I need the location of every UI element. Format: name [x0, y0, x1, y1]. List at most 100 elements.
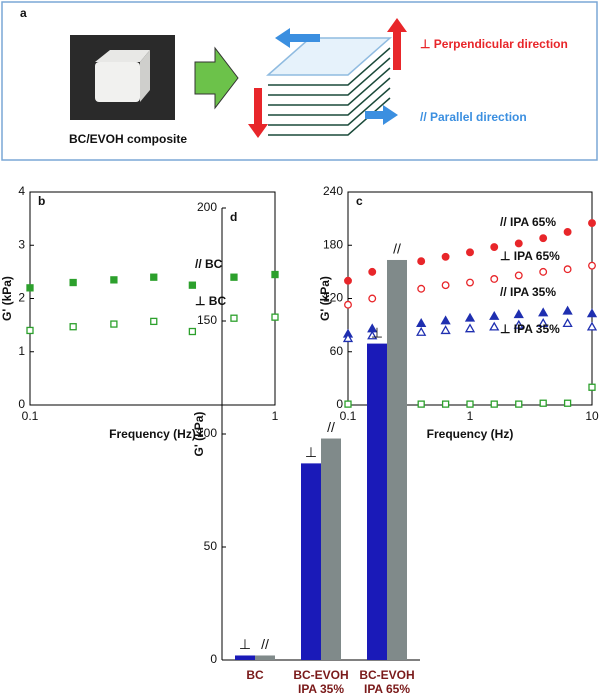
- point: [26, 326, 34, 335]
- point: [539, 267, 548, 276]
- perpendicular-label: ⊥ Perpendicular direction: [420, 37, 568, 51]
- sample-label: BC/EVOH composite: [69, 132, 187, 146]
- cube-front: [95, 62, 140, 102]
- point: [464, 323, 476, 333]
- point: [417, 257, 426, 266]
- series-label: ⊥ IPA 65%: [500, 249, 560, 263]
- point: [416, 326, 427, 336]
- x-tick-label: 10: [585, 409, 599, 423]
- point: [441, 400, 450, 408]
- y-tick-label: 1: [18, 344, 25, 358]
- point: [440, 325, 451, 335]
- point: [514, 239, 523, 248]
- y-tick-label: 60: [330, 344, 344, 358]
- parallel-label: // Parallel direction: [420, 110, 527, 124]
- y-axis-label: G' (kPa): [0, 276, 14, 321]
- y-tick-label: 150: [197, 313, 217, 327]
- point: [562, 318, 573, 327]
- y-tick-label: 2: [18, 291, 25, 305]
- point: [440, 315, 451, 325]
- bar-label: //: [327, 419, 335, 435]
- arrow-parallel-right: [365, 105, 398, 125]
- point: [515, 400, 523, 408]
- panel-label: c: [356, 194, 363, 208]
- cube-side: [140, 50, 150, 102]
- x-axis-label: Frequency (Hz): [427, 427, 514, 441]
- arrow-parallel-left: [275, 28, 320, 48]
- point: [588, 219, 596, 228]
- panel-label: a: [20, 6, 27, 20]
- point: [188, 281, 197, 289]
- bar-label: ⊥: [239, 636, 251, 652]
- panel-label: b: [38, 194, 45, 208]
- bar-label: //: [261, 636, 269, 652]
- series-label: ⊥ BC: [195, 294, 226, 308]
- point: [538, 307, 549, 317]
- point: [230, 314, 238, 322]
- arrow-perp-up: [387, 18, 407, 70]
- point: [150, 317, 158, 326]
- point: [417, 400, 425, 408]
- point: [69, 323, 77, 331]
- point: [490, 243, 499, 251]
- series-label: // IPA 65%: [500, 215, 556, 229]
- point: [416, 318, 427, 327]
- y-tick-label: 0: [18, 397, 25, 411]
- point: [489, 321, 500, 331]
- point: [466, 400, 474, 408]
- panel-label: d: [230, 210, 237, 224]
- x-tick-label: IPA 65%: [364, 682, 410, 694]
- x-tick-label: 0.1: [22, 409, 39, 423]
- point: [514, 271, 523, 280]
- point: [271, 313, 279, 321]
- point: [110, 320, 118, 328]
- point: [490, 275, 499, 283]
- point: [563, 227, 572, 236]
- bar: [321, 438, 341, 660]
- bar: [235, 655, 255, 660]
- plot-frame: [29, 191, 276, 406]
- process-arrow: [194, 46, 239, 110]
- bar: [301, 463, 321, 660]
- point: [464, 312, 476, 322]
- point: [466, 248, 474, 257]
- point: [563, 265, 572, 274]
- bar: [387, 259, 407, 660]
- point: [513, 319, 524, 329]
- point: [563, 399, 572, 407]
- x-tick-label: 1: [467, 409, 474, 423]
- x-tick-label: 1: [272, 409, 279, 423]
- bar-label: ⊥: [371, 324, 383, 340]
- point: [344, 276, 352, 285]
- point: [344, 300, 352, 309]
- point: [588, 261, 596, 270]
- point: [368, 294, 377, 303]
- point: [562, 305, 573, 315]
- point: [466, 278, 474, 287]
- bar-label: ⊥: [305, 444, 317, 460]
- point: [586, 321, 598, 331]
- point: [538, 318, 549, 327]
- bar-label: //: [393, 241, 401, 257]
- point: [417, 284, 426, 293]
- point: [441, 252, 450, 261]
- point: [367, 330, 378, 340]
- y-tick-label: 120: [323, 291, 343, 305]
- point: [69, 278, 77, 287]
- bar: [255, 655, 275, 660]
- y-tick-label: 0: [210, 652, 217, 666]
- y-axis-label: G' (kPa): [318, 276, 332, 321]
- point: [490, 400, 498, 408]
- point: [513, 309, 524, 319]
- point: [342, 333, 354, 343]
- point: [271, 270, 279, 279]
- series-label: ⊥ IPA 35%: [500, 322, 560, 336]
- point: [230, 273, 238, 281]
- sheets: [266, 37, 392, 136]
- y-tick-label: 200: [197, 200, 217, 214]
- bar: [367, 343, 387, 660]
- arrow-perp-down: [248, 88, 268, 138]
- y-axis-label: G' (kPa): [192, 412, 206, 457]
- x-axis-label: Frequency (Hz): [109, 427, 196, 441]
